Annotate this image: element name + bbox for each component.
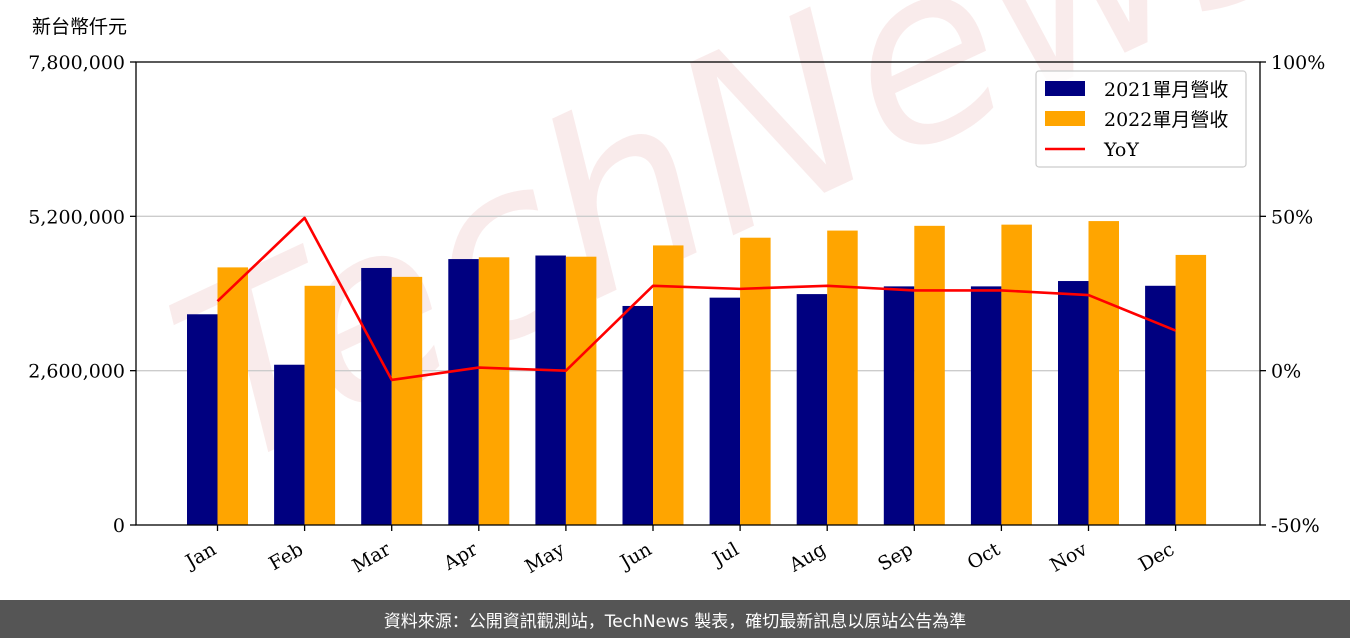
bar-2022 xyxy=(740,237,771,525)
y2-tick-label: 0% xyxy=(1271,361,1301,383)
x-tick-label: Mar xyxy=(349,538,395,577)
bar-2022 xyxy=(1001,224,1032,525)
legend-label: 2021單月營收 xyxy=(1104,79,1228,101)
yoy-line-layer xyxy=(216,216,1177,382)
bar-2022 xyxy=(914,225,945,526)
bar-2022 xyxy=(304,285,336,525)
plot-frame xyxy=(135,61,1261,526)
x-tick-label: Jan xyxy=(180,538,220,574)
bar-2021 xyxy=(1058,281,1089,525)
bar-2022 xyxy=(565,256,597,525)
bar-2021 xyxy=(274,364,305,525)
y-tick-label: 5,200,000 xyxy=(28,206,125,228)
x-tick-label: May xyxy=(521,538,568,578)
x-tick-label: Nov xyxy=(1046,538,1091,577)
bar-2022 xyxy=(478,257,510,525)
legend-swatch xyxy=(1045,81,1085,96)
x-tick-label: Sep xyxy=(874,538,917,575)
bar-2021 xyxy=(187,314,218,525)
bar-2021 xyxy=(796,294,828,525)
bar-2022 xyxy=(653,245,684,525)
legend-label: 2022單月營收 xyxy=(1104,109,1228,131)
footer-caption: 資料來源：公開資訊觀測站，TechNews 製表，確切最新訊息以原站公告為準 xyxy=(0,600,1350,638)
y-axis-label: 新台幣仟元 xyxy=(32,16,127,38)
y-tick-label: 0 xyxy=(113,515,125,537)
x-tick-label: Jun xyxy=(615,538,656,574)
bars xyxy=(187,221,1207,526)
x-tick-label: Apr xyxy=(439,538,482,575)
yoy-line xyxy=(216,216,1177,382)
bar-2021 xyxy=(535,255,566,525)
bar-2022 xyxy=(827,230,858,526)
bar-2021 xyxy=(1145,285,1176,525)
y-tick-label: 2,600,000 xyxy=(28,361,125,383)
x-tick-label: Jul xyxy=(707,538,742,571)
x-tick-label: Feb xyxy=(265,538,307,575)
chart-svg: TechNews 02,600,0005,200,0007,800,000-50… xyxy=(28,0,1339,578)
bar-2022 xyxy=(391,276,423,525)
y-tick-label: 7,800,000 xyxy=(28,52,125,74)
legend-swatch xyxy=(1045,111,1085,126)
y2-tick-label: -50% xyxy=(1271,515,1320,537)
x-tick-label: Aug xyxy=(785,538,830,577)
bar-2021 xyxy=(361,267,392,525)
bar-2022 xyxy=(1088,221,1119,526)
bar-2022 xyxy=(1175,254,1207,525)
legend-label: YoY xyxy=(1103,139,1139,161)
y2-tick-label: 50% xyxy=(1271,206,1313,228)
legend-box xyxy=(1035,70,1247,168)
bar-2021 xyxy=(970,286,1002,525)
bar-2021 xyxy=(622,305,653,525)
revenue-chart: TechNews 0 2,600,000 5,200,000 7,800,000 -50… xyxy=(28,0,1339,578)
footer-text: 資料來源：公開資訊觀測站，TechNews 製表，確切最新訊息以原站公告為準 xyxy=(383,611,967,632)
bar-2021 xyxy=(709,297,741,525)
legend: 2021單月營收 2022單月營收 YoY xyxy=(1035,70,1247,168)
bar-2021 xyxy=(448,259,479,525)
bar-2022 xyxy=(217,267,248,525)
x-tick-label: Dec xyxy=(1135,538,1178,576)
y2-tick-label: 100% xyxy=(1271,52,1325,74)
bar-2021 xyxy=(883,286,915,525)
x-tick-label: Oct xyxy=(964,538,1005,574)
